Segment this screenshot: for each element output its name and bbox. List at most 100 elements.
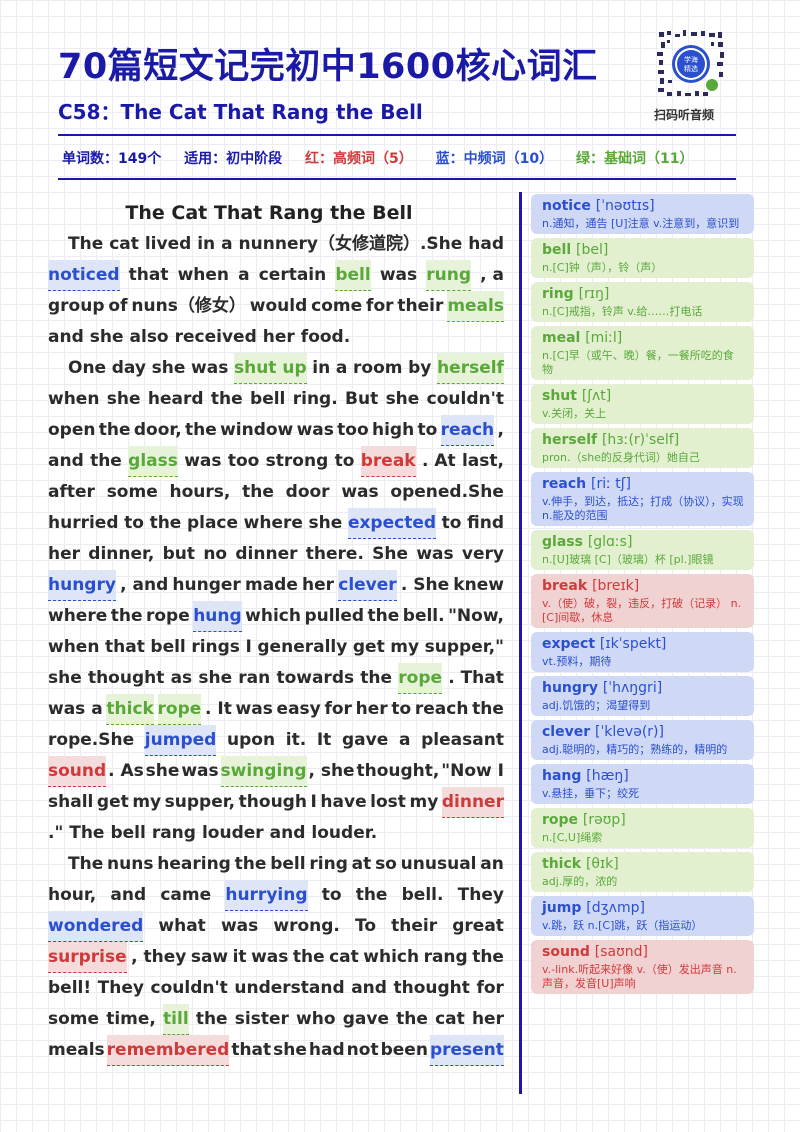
svg-text:学海: 学海 bbox=[684, 55, 698, 64]
vocab-card-expect[interactable]: expect [ɪkˈspekt] vt.预料，期待 bbox=[531, 632, 754, 672]
vocab-word: sound bbox=[542, 944, 595, 960]
vocab-word: expect bbox=[542, 636, 600, 652]
article-lines: The cat lived in a nunnery（女修道院）.She had notice… bbox=[48, 229, 504, 1066]
highlighted-word[interactable]: remembered bbox=[106, 1035, 230, 1066]
vocab-phonetic: [miːl] bbox=[585, 330, 623, 346]
word: reach bbox=[414, 699, 469, 719]
vocab-card-notice[interactable]: notice [ˈnəʊtɪs] n.通知，通告 [U]注意 v.注意到，意识到 bbox=[531, 194, 754, 234]
word: open bbox=[48, 420, 96, 440]
word: ring. bbox=[292, 389, 338, 409]
legend-green: 绿：基础词（11） bbox=[575, 151, 694, 167]
highlighted-word[interactable]: rope bbox=[398, 663, 443, 694]
vocab-word: shut bbox=[542, 388, 582, 404]
word: to bbox=[334, 451, 355, 471]
vocab-headword: ring [rɪŋ] bbox=[542, 285, 744, 303]
highlighted-word[interactable]: sound bbox=[48, 756, 107, 787]
word: nunnery（女修道院）.She bbox=[238, 234, 463, 254]
highlighted-word[interactable]: thick bbox=[106, 694, 154, 725]
vocab-phonetic: [saʊnd] bbox=[594, 944, 648, 960]
word: as bbox=[170, 668, 193, 688]
highlighted-word[interactable]: meals bbox=[447, 291, 504, 322]
vocab-word: hang bbox=[542, 768, 587, 784]
highlighted-word[interactable]: hung bbox=[193, 601, 242, 632]
vocab-card-bell[interactable]: bell [bel] n.[C]钟（声），铃（声） bbox=[531, 238, 754, 278]
highlighted-word[interactable]: wondered bbox=[48, 911, 144, 942]
vocab-card-meal[interactable]: meal [miːl] n.[C]早（或午、晚）餐，一餐所吃的食物 bbox=[531, 326, 754, 380]
word: get bbox=[96, 792, 129, 812]
vocab-card-glass[interactable]: glass [glɑːs] n.[U]玻璃 [C]（玻璃）杯 [pl.]眼镜 bbox=[531, 530, 754, 570]
vocab-headword: herself [hɜː(r)ˈself] bbox=[542, 431, 744, 449]
highlighted-word[interactable]: reach bbox=[440, 415, 495, 446]
vocab-card-clever[interactable]: clever [ˈklevə(r)] adj.聪明的，精巧的；熟练的，精明的 bbox=[531, 720, 754, 760]
vocab-definition: pron.（she的反身代词）她自己 bbox=[542, 451, 700, 464]
word: that bbox=[128, 265, 169, 285]
highlighted-word[interactable]: surprise bbox=[48, 942, 127, 973]
word: so bbox=[375, 854, 397, 874]
word: She bbox=[372, 544, 409, 564]
vocab-headword: glass [glɑːs] bbox=[542, 533, 744, 551]
word: rings bbox=[191, 637, 240, 657]
word: where bbox=[48, 606, 108, 626]
article-line: and the glass was too strong to break. At last, bbox=[48, 446, 504, 477]
highlighted-word[interactable]: hurrying bbox=[225, 880, 308, 911]
word: high bbox=[371, 420, 415, 440]
page-title: 70篇短文记完初中1600核心词汇 bbox=[58, 47, 598, 87]
highlighted-word[interactable]: rung bbox=[426, 260, 471, 291]
vocab-card-hang[interactable]: hang [hæŋ] v.悬挂，垂下；绞死 bbox=[531, 764, 754, 804]
word: been bbox=[380, 1040, 428, 1060]
word: the bbox=[292, 947, 325, 967]
highlighted-word[interactable]: expected bbox=[347, 508, 437, 539]
word: would bbox=[249, 296, 308, 316]
vocab-card-break[interactable]: break [breɪk] v.（使）破，裂，违反，打破（记录） n.[C]间歇，… bbox=[531, 574, 754, 628]
vocab-card-shut[interactable]: shut [ʃʌt] v.关闭，关上 bbox=[531, 384, 754, 424]
highlighted-word[interactable]: shut up bbox=[233, 353, 307, 384]
highlighted-word[interactable]: dinner bbox=[441, 787, 504, 818]
word: also bbox=[129, 327, 169, 347]
vocab-card-ring[interactable]: ring [rɪŋ] n.[C]戒指，铃声 v.给……打电话 bbox=[531, 282, 754, 322]
word: and bbox=[351, 978, 387, 998]
word: cat bbox=[329, 947, 359, 967]
vocab-headword: rope [rəʊp] bbox=[542, 811, 744, 829]
vocab-word: rope bbox=[542, 812, 583, 828]
word: door, bbox=[133, 420, 182, 440]
highlighted-word[interactable]: rope bbox=[157, 694, 202, 725]
word: I bbox=[310, 792, 317, 812]
vocab-card-jump[interactable]: jump [dʒʌmp] v.跳，跃 n.[C]跳，跃（指运动） bbox=[531, 896, 754, 936]
word: their bbox=[397, 296, 444, 316]
highlighted-word[interactable]: bell bbox=[335, 260, 371, 291]
vocab-card-herself[interactable]: herself [hɜː(r)ˈself] pron.（she的反身代词）她自己 bbox=[531, 428, 754, 468]
word: was bbox=[220, 916, 259, 936]
highlighted-word[interactable]: swinging bbox=[220, 756, 307, 787]
word: meals bbox=[48, 1040, 105, 1060]
vocab-card-rope[interactable]: rope [rəʊp] n.[C,U]绳索 bbox=[531, 808, 754, 848]
vocab-card-reach[interactable]: reach [riː tʃ] v.伸手，到达，抵达；打成（协议），实现 n.能及的… bbox=[531, 472, 754, 526]
word: gave bbox=[342, 1009, 389, 1029]
highlighted-word[interactable]: noticed bbox=[48, 260, 120, 291]
highlighted-word[interactable]: clever bbox=[338, 570, 397, 601]
vocab-headword: expect [ɪkˈspekt] bbox=[542, 635, 744, 653]
vocab-card-sound[interactable]: sound [saʊnd] v.-link.听起来好像 v.（使）发出声音 n.声… bbox=[531, 940, 754, 994]
highlighted-word[interactable]: jumped bbox=[144, 725, 217, 756]
word: too bbox=[337, 420, 369, 440]
highlighted-word[interactable]: herself bbox=[437, 353, 504, 384]
highlighted-word[interactable]: break bbox=[360, 446, 416, 477]
highlighted-word[interactable]: hungry bbox=[48, 570, 116, 601]
word: gave bbox=[342, 730, 389, 750]
vocab-word: clever bbox=[542, 724, 595, 740]
highlighted-word[interactable]: present bbox=[429, 1035, 504, 1066]
word: hurried bbox=[48, 513, 119, 533]
highlighted-word[interactable]: glass bbox=[128, 446, 178, 477]
word: bell. bbox=[401, 885, 444, 905]
word: opened.She bbox=[390, 482, 504, 502]
word: the bbox=[98, 420, 131, 440]
word: there. bbox=[305, 544, 364, 564]
word: a bbox=[335, 358, 348, 378]
word: had bbox=[308, 1040, 345, 1060]
vocab-card-hungry[interactable]: hungry [ˈhʌŋgri] adj.饥饿的；渴望得到 bbox=[531, 676, 754, 716]
vocab-card-thick[interactable]: thick [θɪk] adj.厚的，浓的 bbox=[531, 852, 754, 892]
qr-code-icon[interactable]: 学海 精选 bbox=[655, 28, 727, 100]
highlighted-word[interactable]: till bbox=[163, 1004, 189, 1035]
word: and bbox=[48, 451, 84, 471]
word: heard bbox=[147, 389, 204, 409]
vocab-headword: bell [bel] bbox=[542, 241, 744, 259]
